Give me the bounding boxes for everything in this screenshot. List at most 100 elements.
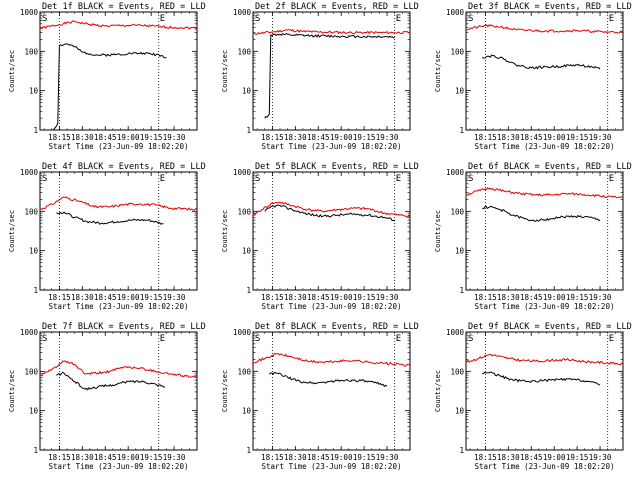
events-series-line — [482, 371, 601, 386]
x-tick-label: 19:30 — [589, 133, 612, 142]
plot-frame — [465, 331, 624, 451]
y-tick-label: 1 — [246, 126, 251, 135]
x-tick-label: 19:00 — [117, 293, 140, 302]
x-tick-label: 19:30 — [163, 453, 186, 462]
x-tick-label: 19:00 — [330, 293, 353, 302]
x-tick-label: 19:15 — [140, 293, 163, 302]
start-marker-label: S — [255, 334, 260, 344]
x-tick-label: 19:15 — [140, 453, 163, 462]
end-marker-label: E — [396, 14, 401, 24]
panel-title: Det 1f BLACK = Events, RED = LLD — [42, 2, 206, 12]
lld-series-line — [39, 20, 198, 30]
events-series-line — [482, 205, 601, 222]
y-tick-label: 10 — [29, 247, 39, 256]
detector-panel: Det 6f BLACK = Events, RED = LLD 1 10 100 10… — [434, 162, 632, 311]
x-tick-label: 18:30 — [71, 133, 94, 142]
y-tick-label: 10 — [242, 87, 252, 96]
x-tick-label: 18:45 — [520, 133, 543, 142]
y-tick-label: 1 — [33, 446, 38, 455]
lld-series-line — [252, 28, 411, 35]
x-tick-label: 19:15 — [140, 133, 163, 142]
panel-title: Det 7f BLACK = Events, RED = LLD — [42, 322, 206, 332]
start-marker-label: S — [468, 14, 473, 24]
x-tick-label: 18:15 — [261, 293, 284, 302]
panel-title: Det 3f BLACK = Events, RED = LLD — [468, 2, 632, 12]
end-marker-label: E — [396, 334, 401, 344]
x-tick-label: 18:45 — [94, 293, 117, 302]
y-tick-label: 100 — [24, 367, 38, 376]
x-tick-label: 18:45 — [94, 133, 117, 142]
y-tick-label: 1 — [459, 286, 464, 295]
lld-series-line — [252, 353, 411, 367]
y-tick-label: 1000 — [446, 328, 465, 337]
x-axis-label: Start Time (23-Jun-09 18:02:20) — [475, 142, 615, 151]
x-tick-label: 19:30 — [589, 453, 612, 462]
x-axis-label: Start Time (23-Jun-09 18:02:20) — [475, 302, 615, 311]
y-axis-label: Counts/sec — [8, 210, 16, 252]
x-tick-label: 18:15 — [474, 453, 497, 462]
lld-series-line — [465, 187, 624, 199]
x-axis-label: Start Time (23-Jun-09 18:02:20) — [262, 462, 402, 471]
y-tick-label: 1000 — [446, 8, 465, 17]
x-tick-label: 19:30 — [163, 133, 186, 142]
x-tick-label: 18:15 — [474, 293, 497, 302]
lld-series-line — [39, 196, 198, 211]
detector-panel: Det 3f BLACK = Events, RED = LLD 1 10 100 10… — [434, 2, 632, 151]
y-tick-label: 1000 — [20, 168, 39, 177]
x-tick-label: 18:30 — [284, 293, 307, 302]
x-tick-label: 19:00 — [330, 133, 353, 142]
lld-series-line — [252, 201, 411, 218]
x-tick-label: 19:00 — [117, 133, 140, 142]
panel-title: Det 6f BLACK = Events, RED = LLD — [468, 162, 632, 172]
plot-frame — [252, 11, 411, 131]
x-tick-label: 19:30 — [589, 293, 612, 302]
end-marker-label: E — [160, 14, 165, 24]
y-tick-label: 100 — [450, 367, 464, 376]
y-axis-label: Counts/sec — [434, 50, 442, 92]
detector-panel: Det 4f BLACK = Events, RED = LLD 1 10 100 10… — [8, 162, 206, 311]
x-tick-label: 19:30 — [376, 293, 399, 302]
x-tick-label: 19:15 — [353, 293, 376, 302]
y-tick-label: 1 — [33, 286, 38, 295]
y-axis-label: Counts/sec — [221, 370, 229, 412]
detector-panel: Det 1f BLACK = Events, RED = LLD 1 10 100 10… — [8, 2, 206, 151]
x-tick-label: 19:15 — [353, 453, 376, 462]
x-axis-label: Start Time (23-Jun-09 18:02:20) — [49, 302, 189, 311]
y-axis-label: Counts/sec — [8, 370, 16, 412]
end-marker-label: E — [160, 334, 165, 344]
x-tick-label: 19:00 — [543, 133, 566, 142]
plot-frame — [39, 171, 198, 291]
plot-frame — [465, 171, 624, 291]
y-tick-label: 100 — [24, 207, 38, 216]
x-tick-label: 18:45 — [307, 453, 330, 462]
x-axis-label: Start Time (23-Jun-09 18:02:20) — [262, 302, 402, 311]
detector-panel: Det 2f BLACK = Events, RED = LLD 1 10 100 10… — [221, 2, 419, 151]
start-marker-label: S — [468, 174, 473, 184]
x-tick-label: 18:30 — [71, 453, 94, 462]
y-tick-label: 1 — [246, 446, 251, 455]
x-tick-label: 18:30 — [497, 133, 520, 142]
x-tick-label: 18:15 — [48, 133, 71, 142]
plot-frame — [39, 11, 198, 131]
x-tick-label: 18:30 — [497, 453, 520, 462]
y-tick-label: 1 — [246, 286, 251, 295]
panel-title: Det 9f BLACK = Events, RED = LLD — [468, 322, 632, 332]
x-axis-label: Start Time (23-Jun-09 18:02:20) — [262, 142, 402, 151]
y-tick-label: 1 — [459, 446, 464, 455]
y-tick-label: 10 — [242, 407, 252, 416]
x-tick-label: 18:15 — [261, 453, 284, 462]
events-series-line — [52, 43, 167, 131]
x-axis-label: Start Time (23-Jun-09 18:02:20) — [49, 142, 189, 151]
y-tick-label: 10 — [29, 407, 39, 416]
end-marker-label: E — [609, 14, 614, 24]
panel-title: Det 2f BLACK = Events, RED = LLD — [255, 2, 419, 12]
x-tick-label: 18:15 — [48, 453, 71, 462]
x-tick-label: 18:15 — [261, 133, 284, 142]
x-tick-label: 19:30 — [376, 453, 399, 462]
panel-title: Det 8f BLACK = Events, RED = LLD — [255, 322, 419, 332]
x-tick-label: 18:45 — [307, 133, 330, 142]
x-tick-label: 18:30 — [497, 293, 520, 302]
start-marker-label: S — [468, 334, 473, 344]
x-axis-label: Start Time (23-Jun-09 18:02:20) — [49, 462, 189, 471]
x-tick-label: 19:30 — [163, 293, 186, 302]
